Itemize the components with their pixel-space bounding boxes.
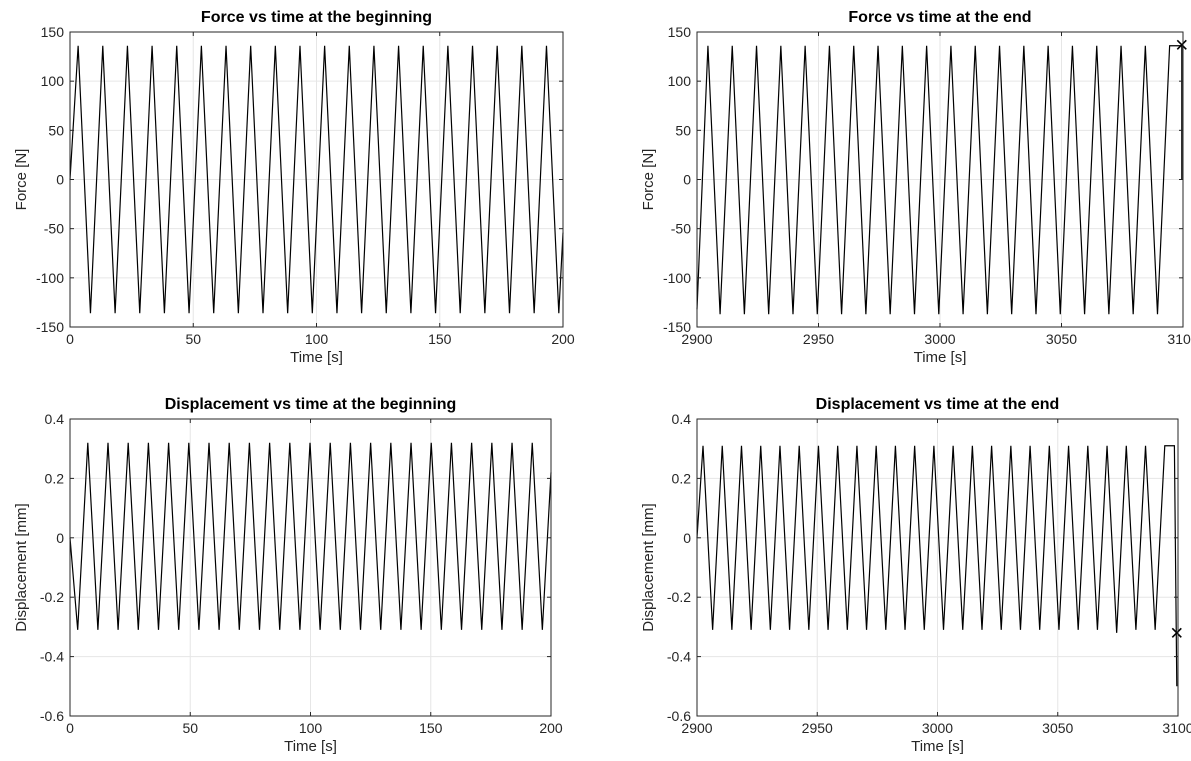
y-axis-label: Displacement [mm]	[640, 503, 657, 631]
y-tick-label: -0.6	[667, 708, 691, 724]
y-tick-label: 0	[683, 530, 691, 546]
series-line	[69, 442, 552, 630]
x-tick-label: 100	[299, 720, 323, 736]
x-axis-label: Time [s]	[911, 738, 964, 755]
x-marker	[1176, 39, 1187, 50]
x-axis-label: Time [s]	[914, 349, 967, 366]
chart-title: Displacement vs time at the beginning	[165, 396, 457, 413]
y-tick-label: 0	[56, 172, 64, 188]
y-tick-label: 50	[675, 122, 691, 138]
y-tick-label: -0.2	[667, 589, 691, 605]
x-tick-label: 0	[66, 331, 74, 347]
y-tick-label: 50	[48, 122, 64, 138]
x-marker	[1171, 627, 1182, 638]
x-tick-label: 150	[428, 331, 452, 347]
y-axis-label: Force [N]	[640, 149, 657, 211]
x-tick-label: 50	[185, 331, 201, 347]
x-tick-label: 200	[539, 720, 563, 736]
y-tick-label: -100	[36, 270, 64, 286]
y-tick-label: -0.2	[40, 589, 64, 605]
chart-title: Force vs time at the end	[848, 9, 1031, 26]
x-tick-label: 3100	[1167, 331, 1191, 347]
y-tick-label: 150	[668, 24, 692, 40]
chart-title: Force vs time at the beginning	[201, 9, 432, 26]
x-tick-label: 3050	[1046, 331, 1077, 347]
y-tick-label: -0.6	[40, 708, 64, 724]
x-tick-label: 2900	[681, 720, 712, 736]
x-tick-label: 50	[182, 720, 198, 736]
y-tick-label: 100	[668, 73, 692, 89]
y-tick-label: 0	[56, 530, 64, 546]
x-tick-label: 100	[305, 331, 329, 347]
y-tick-label: -0.4	[667, 649, 691, 665]
x-tick-label: 3050	[1042, 720, 1073, 736]
x-tick-label: 200	[551, 331, 575, 347]
x-axis-label: Time [s]	[284, 738, 337, 755]
chart-title: Displacement vs time at the end	[816, 396, 1060, 413]
x-tick-label: 3000	[922, 720, 953, 736]
subplot-force-end: 2900 2950 3000 3050 3100 -150 -100 -50 0 50 100 150…	[640, 9, 1191, 366]
y-tick-label: -100	[663, 270, 691, 286]
y-axis-label: Force [N]	[13, 149, 30, 211]
x-tick-label: 2900	[681, 331, 712, 347]
y-tick-label: 0.2	[45, 470, 65, 486]
y-tick-label: -50	[671, 221, 691, 237]
x-tick-label: 3000	[924, 331, 955, 347]
x-tick-label: 0	[66, 720, 74, 736]
y-tick-label: -50	[44, 221, 64, 237]
y-tick-label: -0.4	[40, 649, 64, 665]
y-tick-label: 0.4	[672, 411, 692, 427]
y-tick-label: 0.4	[45, 411, 65, 427]
series-line	[696, 45, 1183, 315]
x-axis-label: Time [s]	[290, 349, 343, 366]
y-tick-label: 100	[41, 73, 65, 89]
x-tick-label: 3100	[1162, 720, 1191, 736]
y-tick-label: -150	[36, 319, 64, 335]
x-tick-label: 2950	[803, 331, 834, 347]
y-tick-label: 0.2	[672, 470, 692, 486]
x-tick-label: 2950	[802, 720, 833, 736]
subplot-force-beginning: 0 50 100 150 200 -150 -100 -50 0 50 100 150 Force vs…	[13, 9, 575, 366]
y-tick-label: 0	[683, 172, 691, 188]
x-tick-label: 150	[419, 720, 443, 736]
y-tick-label: 150	[41, 24, 65, 40]
subplot-displacement-beginning: 0 50 100 150 200 -0.6 -0.4 -0.2 0 0.2 0.4 Displacem…	[13, 396, 563, 755]
y-tick-label: -150	[663, 319, 691, 335]
y-axis-label: Displacement [mm]	[13, 503, 30, 631]
series-line	[696, 445, 1178, 687]
subplot-displacement-end: 2900 2950 3000 3050 3100 -0.6 -0.4 -0.2 0 0.2 0.4 D…	[640, 396, 1191, 755]
series-line	[69, 45, 564, 314]
